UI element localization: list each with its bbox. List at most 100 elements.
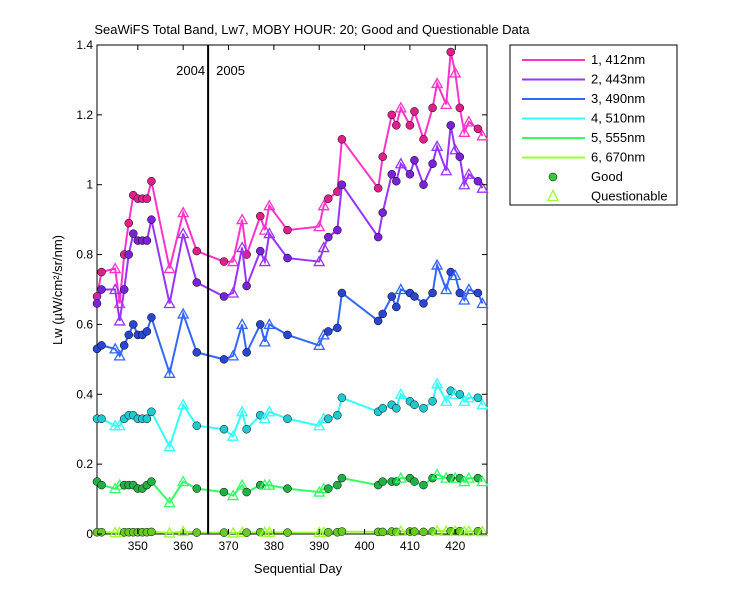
questionable-point <box>449 143 462 155</box>
questionable-point <box>263 405 276 417</box>
good-point <box>428 159 437 169</box>
good-point <box>283 253 292 263</box>
good-point <box>97 285 106 294</box>
good-point <box>147 215 156 224</box>
questionable-point <box>177 227 190 239</box>
questionable-point <box>394 471 407 483</box>
questionable-point <box>313 419 326 431</box>
good-point <box>142 327 152 336</box>
good-point <box>283 330 292 340</box>
x-tick-label-370: 370 <box>218 539 238 553</box>
x-tick-label-390: 390 <box>309 539 329 553</box>
good-point <box>392 121 401 130</box>
good-point <box>129 320 138 329</box>
good-point <box>387 169 397 179</box>
questionable-point <box>458 475 471 487</box>
questionable-point <box>476 297 489 309</box>
good-point <box>129 229 138 238</box>
questionable-point <box>163 297 176 309</box>
good-point <box>410 400 419 410</box>
questionable-point <box>236 241 249 253</box>
good-point <box>410 156 419 165</box>
questionable-point <box>263 318 276 330</box>
questionable-point <box>263 227 276 239</box>
good-point <box>97 480 106 490</box>
questionable-point <box>462 283 475 295</box>
good-point <box>419 180 428 189</box>
good-point <box>192 348 202 357</box>
year-label-2005: 2005 <box>216 63 245 78</box>
y-tick-label-1: 0.2 <box>76 457 93 471</box>
x-tick-label-400: 400 <box>355 539 375 553</box>
questionable-point <box>177 475 190 487</box>
questionable-point <box>163 496 176 508</box>
good-point <box>147 477 156 486</box>
legend-entries: 1, 412nm 2, 443nm 3, 490nm 4, 510nm 5, 555nm… <box>522 52 668 204</box>
good-point <box>192 278 202 287</box>
good-point <box>219 257 229 266</box>
data-layer <box>92 47 489 538</box>
questionable-point <box>458 125 471 137</box>
legend-box <box>509 44 678 206</box>
good-point <box>337 135 347 144</box>
y-tick-label-7: 1.4 <box>76 38 93 52</box>
questionable-point <box>177 206 190 218</box>
good-point <box>378 309 387 319</box>
questionable-point <box>109 262 122 274</box>
legend: 1, 412nm 2, 443nm 3, 490nm 4, 510nm 5, 555nm… <box>509 44 678 206</box>
x-tick-label-380: 380 <box>264 539 284 553</box>
questionable-point <box>113 314 126 326</box>
good-point <box>97 414 106 423</box>
good-point <box>392 302 401 312</box>
legend-good-marker <box>548 172 558 182</box>
good-point <box>192 421 202 430</box>
questionable-point <box>109 482 122 494</box>
good-point <box>242 424 251 434</box>
series-2 <box>92 121 489 326</box>
good-point <box>410 292 419 301</box>
questionable-point <box>258 255 271 267</box>
good-point <box>373 232 383 242</box>
legend-label-3: 3, 490nm <box>591 91 645 106</box>
questionable-point <box>236 213 249 225</box>
questionable-point <box>109 342 122 354</box>
plot-area: 2004 2005 <box>92 44 489 538</box>
good-point <box>473 124 483 134</box>
good-point <box>373 183 383 193</box>
good-point <box>419 299 428 308</box>
good-point <box>333 225 342 235</box>
good-point <box>219 355 229 364</box>
good-point <box>283 528 292 537</box>
x-tick-label-410: 410 <box>400 539 420 553</box>
good-point <box>337 180 347 189</box>
y-tick-label-5: 1 <box>86 178 93 192</box>
questionable-point <box>449 66 462 78</box>
good-point <box>97 528 106 537</box>
good-point <box>419 527 428 537</box>
good-point <box>428 397 437 406</box>
x-tick-label-420: 420 <box>445 539 465 553</box>
good-point <box>119 341 129 350</box>
good-point <box>333 410 342 420</box>
good-point <box>142 414 152 423</box>
good-point <box>373 316 383 326</box>
questionable-point <box>458 394 471 406</box>
good-point <box>337 473 347 483</box>
questionable-point <box>440 283 453 295</box>
good-point <box>97 267 106 277</box>
good-point <box>119 285 129 294</box>
questionable-point <box>263 199 276 211</box>
good-point <box>92 299 102 308</box>
good-point <box>337 288 347 298</box>
good-point <box>324 414 333 423</box>
questionable-point <box>431 139 444 151</box>
good-point <box>337 393 347 403</box>
good-point <box>378 208 387 217</box>
chart-title: SeaWiFS Total Band, Lw7, MOBY HOUR: 20; … <box>94 22 530 37</box>
good-point <box>324 194 333 203</box>
good-point <box>378 152 387 162</box>
good-point <box>473 393 483 403</box>
legend-label-1: 1, 412nm <box>591 52 645 67</box>
good-point <box>256 246 265 256</box>
good-point <box>405 169 415 179</box>
